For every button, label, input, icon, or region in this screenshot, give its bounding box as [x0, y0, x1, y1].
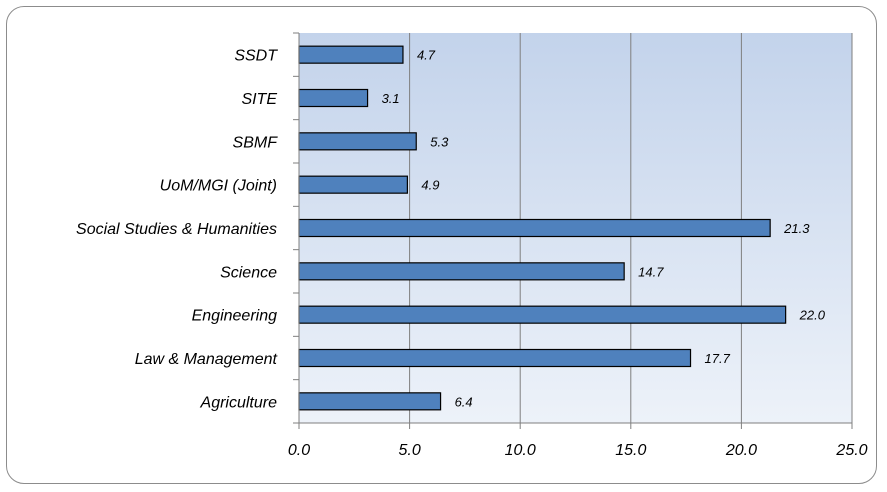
- x-tick-label: 25.0: [835, 442, 867, 459]
- category-label: UoM/MGI (Joint): [160, 178, 277, 195]
- category-label: Agriculture: [200, 394, 278, 411]
- bar: [298, 305, 787, 324]
- category-label: Social Studies & Humanities: [76, 221, 277, 238]
- data-label: 21.3: [783, 221, 810, 236]
- bar: [298, 45, 404, 64]
- data-label: 14.7: [638, 264, 664, 279]
- category-label: Law & Management: [135, 351, 278, 368]
- category-label: SITE: [241, 91, 277, 108]
- bar: [298, 132, 417, 151]
- x-tick-label: 5.0: [398, 442, 420, 459]
- data-label: 17.7: [705, 351, 731, 366]
- data-label: 4.9: [421, 178, 439, 193]
- axes: [293, 32, 853, 429]
- x-tick-label: 15.0: [615, 442, 646, 459]
- x-tick-label: 20.0: [725, 442, 757, 459]
- bar: [298, 392, 442, 411]
- bar: [298, 348, 692, 368]
- bar: [298, 88, 369, 108]
- bar: [298, 175, 408, 194]
- labels: 0.0 5.0 10.0 15.0 20.0 25.0 SSDT 4.7 SITE 3.1 SBMF…: [76, 48, 868, 459]
- data-label: 6.4: [455, 394, 473, 409]
- data-label: 4.7: [417, 48, 436, 63]
- category-label: SSDT: [234, 48, 278, 65]
- data-label: 3.1: [382, 91, 400, 106]
- data-label: 5.3: [430, 134, 449, 149]
- bars: [298, 45, 787, 411]
- category-label: SBMF: [233, 134, 279, 151]
- bar: [298, 262, 625, 281]
- x-tick-label: 0.0: [288, 442, 310, 459]
- category-label: Engineering: [192, 308, 278, 325]
- x-tick-label: 10.0: [505, 442, 536, 459]
- data-label: 22.0: [799, 308, 826, 323]
- bar: [298, 218, 771, 238]
- category-label: Science: [220, 264, 277, 281]
